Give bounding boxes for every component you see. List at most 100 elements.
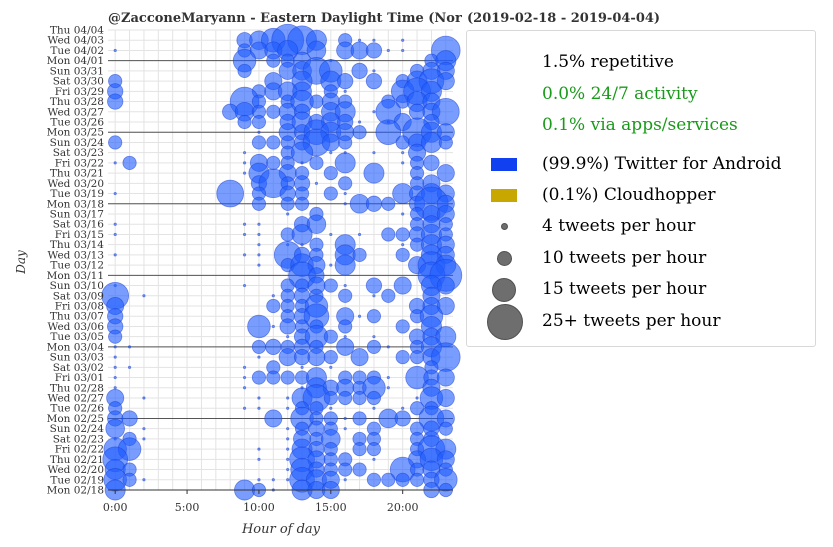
y-tick-label: Wed 03/06	[48, 321, 105, 333]
legend-size-label: 15 tweets per hour	[542, 279, 707, 299]
tweet-activity-point	[394, 410, 411, 427]
tweet-activity-point	[142, 437, 146, 441]
y-tick-label: Fri 02/22	[55, 444, 104, 456]
tweet-activity-point	[113, 355, 117, 359]
tweet-activity-point	[381, 288, 396, 303]
tweet-activity-point	[294, 196, 310, 211]
tweet-activity-point	[386, 375, 390, 380]
tweet-activity-point	[436, 276, 455, 295]
tweet-activity-point	[142, 396, 146, 400]
y-tick-label: Sat 03/30	[53, 76, 104, 88]
legend-source-label: (0.1%) Cloudhopper	[542, 185, 716, 205]
y-tick-label: Mon 02/25	[47, 413, 104, 425]
tweet-activity-point	[251, 339, 267, 354]
tweet-activity-point	[122, 472, 137, 487]
tweet-activity-point	[329, 232, 333, 237]
tweet-activity-point	[334, 152, 356, 174]
tweet-activity-point	[401, 243, 405, 247]
tweet-activity-point	[257, 396, 261, 400]
tweet-activity-point	[334, 254, 356, 276]
y-tick-label: Wed 02/20	[48, 464, 104, 476]
tweet-activity-point	[365, 42, 383, 59]
tweet-activity-point	[127, 365, 132, 369]
size-dot-icon	[501, 223, 508, 230]
tweet-activity-point	[409, 472, 425, 487]
tweet-activity-point	[113, 191, 117, 196]
y-tick-label: Mon 03/18	[47, 198, 104, 210]
tweet-activity-point	[113, 253, 117, 257]
tweet-activity-point	[343, 89, 347, 93]
y-tick-label: Sun 02/24	[50, 423, 105, 435]
legend-size-label: 25+ tweets per hour	[542, 311, 721, 331]
x-tick-label: 20:00	[387, 501, 419, 514]
tweet-activity-point	[121, 410, 138, 427]
tweet-activity-point	[122, 155, 137, 170]
y-tick-label: Sat 03/02	[53, 362, 104, 374]
tweet-activity-point	[357, 314, 362, 318]
tweet-activity-point	[352, 442, 367, 457]
tweet-activity-point	[372, 406, 376, 410]
tweet-activity-point	[343, 283, 347, 288]
size-dot-icon	[487, 304, 523, 340]
tweet-activity-point	[323, 350, 338, 365]
tweet-activity-point	[309, 155, 324, 170]
y-tick-label: Wed 04/03	[48, 35, 104, 47]
tweet-activity-point	[257, 253, 261, 257]
tweet-activity-point	[291, 223, 313, 245]
tweet-activity-point	[436, 164, 455, 183]
tweet-activity-point	[363, 162, 385, 184]
x-tick-label: 10:00	[243, 501, 275, 514]
legend-stat-label: 1.5% repetitive	[542, 52, 674, 72]
y-tick-label: Fri 03/15	[55, 229, 104, 241]
tweet-activity-point	[372, 151, 376, 155]
tweet-activity-point	[257, 447, 261, 451]
tweet-activity-point	[257, 232, 261, 237]
tweet-activity-point	[216, 179, 245, 208]
tweet-activity-point	[251, 196, 267, 211]
tweet-activity-point	[257, 263, 261, 267]
tweet-activity-point	[113, 232, 117, 237]
y-tick-label: Sat 03/16	[53, 219, 105, 231]
y-tick-label: Thu 03/14	[50, 239, 104, 251]
tweet-activity-point	[415, 396, 419, 400]
tweet-activity-point	[286, 427, 290, 431]
tweet-activity-point	[242, 283, 247, 288]
tweet-activity-point	[357, 232, 362, 237]
tweet-activity-point	[286, 396, 290, 400]
y-tick-label: Thu 03/28	[50, 96, 104, 108]
y-axis-label: Day	[14, 250, 28, 275]
tweet-activity-point	[242, 386, 247, 390]
tweet-activity-point	[271, 324, 275, 329]
tweet-activity-point	[257, 457, 261, 461]
tweet-activity-point	[381, 472, 396, 487]
tweet-activity-point	[365, 277, 383, 294]
tweet-activity-point	[323, 186, 338, 201]
tweet-activity-point	[323, 390, 338, 406]
tweet-activity-point	[108, 329, 123, 344]
tweet-activity-point	[300, 243, 304, 247]
tweet-activity-point	[242, 151, 247, 155]
tweet-activity-point	[257, 130, 261, 134]
tweet-activity-point	[409, 350, 425, 365]
tweet-activity-point	[338, 135, 353, 150]
tweet-activity-point	[257, 406, 261, 410]
tweet-activity-point	[247, 314, 271, 339]
tweet-activity-point	[395, 227, 410, 242]
y-tick-label: Sat 03/23	[53, 147, 104, 159]
tweet-activity-point	[438, 135, 453, 150]
y-tick-label: Thu 03/21	[50, 168, 104, 180]
y-tick-label: Mon 03/25	[47, 127, 104, 139]
legend: 1.5% repetitive 0.0% 24/7 activity 0.1% …	[466, 30, 816, 347]
tweet-activity-point	[242, 232, 247, 237]
tweet-activity-point	[343, 335, 347, 339]
x-tick-label: 5:00	[175, 501, 200, 514]
y-tick-label: Thu 02/28	[50, 382, 104, 394]
y-tick-label: Mon 03/11	[47, 270, 104, 282]
y-tick-label: Sun 03/17	[50, 209, 104, 221]
tweet-activity-point	[343, 416, 347, 421]
legend-stat-apps: 0.1% via apps/services	[467, 110, 815, 140]
tweet-activity-point	[401, 48, 405, 53]
tweet-activity-point	[266, 155, 281, 170]
tweet-activity-point	[278, 348, 297, 367]
tweet-activity-point	[286, 212, 290, 216]
